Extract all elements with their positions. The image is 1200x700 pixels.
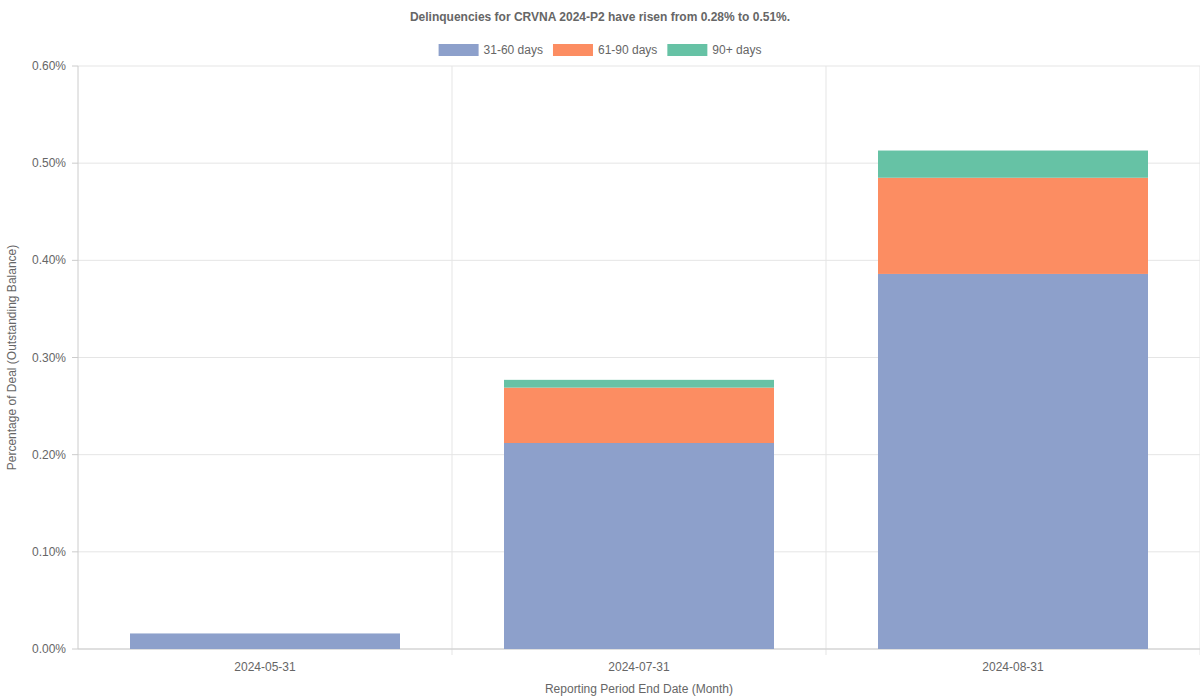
bar [130,633,400,649]
tick-mark [72,66,78,67]
bar [130,633,400,634]
x-axis-title: Reporting Period End Date (Month) [545,682,733,696]
legend-swatch [439,44,479,56]
tick-mark [72,163,78,164]
legend-swatch [553,44,593,56]
tick-label: 0.10% [32,545,66,559]
y-axis [78,66,79,649]
bar [878,274,1148,649]
bar [504,380,774,388]
tick-mark [72,454,78,455]
legend: 31-60 days 61-90 days 90+ days [439,43,762,57]
tick-label: 0.50% [32,156,66,170]
y-axis-title: Percentage of Deal (Outstanding Balance) [5,245,19,470]
bar [130,633,400,634]
bar [878,178,1148,274]
tick-mark [72,260,78,261]
legend-label: 31-60 days [484,43,543,57]
tick-label: 0.60% [32,59,66,73]
bar [504,388,774,443]
tick-label: 0.40% [32,253,66,267]
grid-line [826,66,827,655]
tick-label: 0.30% [32,351,66,365]
legend-swatch [667,44,707,56]
chart: Delinquencies for CRVNA 2024-P2 have ris… [0,0,1200,700]
grid-line [452,66,453,655]
tick-label: 2024-08-31 [982,660,1044,674]
tick-mark [72,649,78,650]
grid-line [78,66,1200,67]
tick-label: 2024-07-31 [608,660,670,674]
title: Delinquencies for CRVNA 2024-P2 have ris… [410,10,790,24]
tick-mark [72,357,78,358]
legend-label: 61-90 days [598,43,657,57]
bar [504,443,774,649]
tick-mark [72,551,78,552]
tick-label: 0.00% [32,642,66,656]
bar [878,151,1148,178]
legend-label: 90+ days [712,43,761,57]
bars [130,151,1148,649]
tick-label: 0.20% [32,448,66,462]
tick-label: 2024-05-31 [234,660,296,674]
